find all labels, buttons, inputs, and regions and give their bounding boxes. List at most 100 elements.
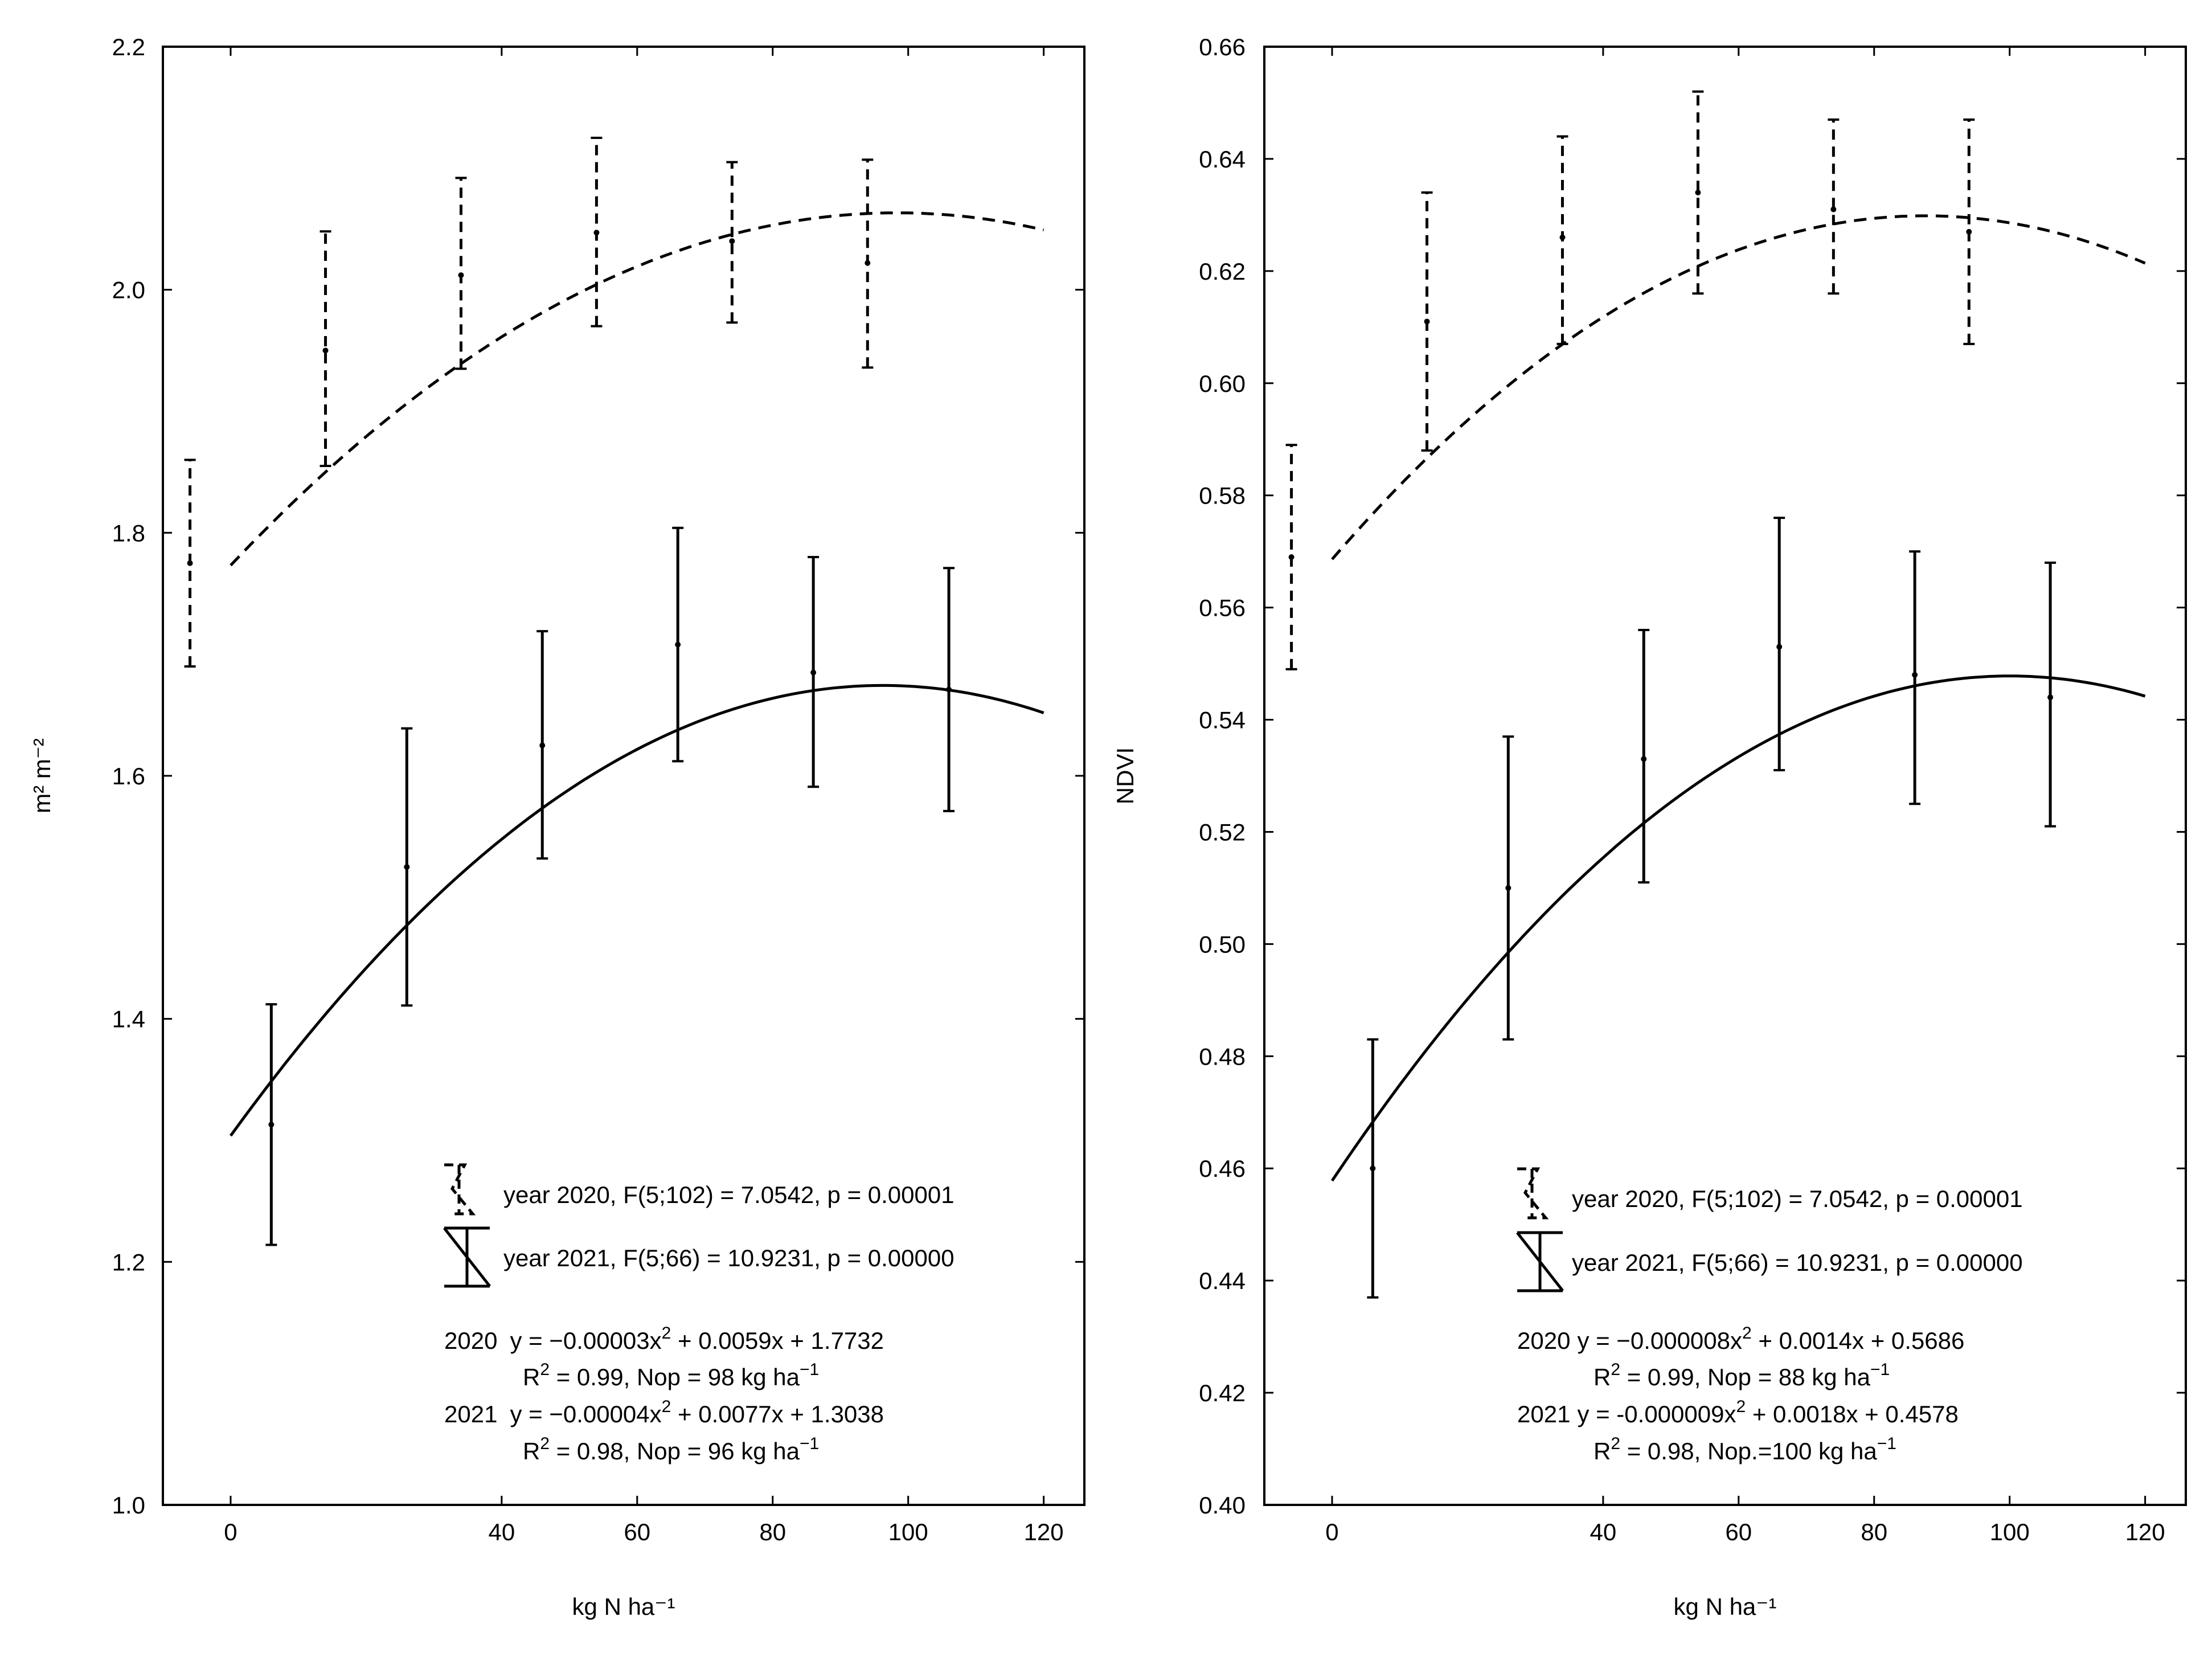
x-tick-label: 60 (1725, 1519, 1752, 1545)
equation-2021: 2021 y = -0.000009x2 + 0.0018x + 0.4578 (1517, 1397, 1959, 1427)
plot-frame (162, 46, 1085, 1506)
y-tick-label: 0.44 (1199, 1267, 1246, 1294)
mean-point (2047, 694, 2054, 701)
y-tick-label: 1.0 (112, 1492, 145, 1519)
x-tick-label: 0 (1325, 1519, 1338, 1545)
equation-year: 2021 (444, 1401, 497, 1427)
mean-point (865, 260, 871, 266)
equation-year: 2020 (444, 1327, 497, 1354)
superscript: −1 (1870, 1360, 1890, 1379)
superscript: −1 (800, 1360, 819, 1379)
mean-point (1559, 234, 1566, 240)
mean-point (729, 238, 735, 244)
mean-point (539, 742, 546, 748)
mean-point (1966, 228, 1972, 235)
y-tick-label: 0.60 (1199, 370, 1246, 397)
y-tick-label: 0.58 (1199, 482, 1246, 509)
superscript: 2 (1611, 1360, 1620, 1379)
superscript: 2 (1611, 1434, 1620, 1453)
mean-point (675, 641, 681, 648)
y-tick-label: 0.64 (1199, 146, 1246, 173)
y-tick-label: 1.8 (112, 519, 145, 546)
superscript: 2 (540, 1434, 550, 1453)
equation-2020: 2020 y = −0.00003x2 + 0.0059x + 1.7732 (444, 1324, 884, 1354)
fit-curve-year-2020 (1331, 214, 2146, 560)
mean-point (1695, 190, 1701, 195)
y-tick-label: 0.46 (1199, 1155, 1246, 1182)
superscript: −1 (1877, 1434, 1896, 1453)
mean-point (593, 230, 600, 236)
mean-point (1830, 206, 1837, 212)
superscript: 2 (1742, 1324, 1752, 1343)
r-squared-2021: R2 = 0.98, Nop.=100 kg ha−1 (1594, 1434, 1896, 1464)
equation-year: 2020 (1517, 1327, 1570, 1354)
y-tick-label: 2.2 (112, 34, 145, 60)
equation-rest: + 0.0059x + 1.7732 (671, 1327, 884, 1354)
y-tick-label: 0.56 (1199, 595, 1246, 621)
r-squared-text: = 0.98, Nop = 96 kg ha (550, 1438, 800, 1464)
y-tick-label: 2.0 (112, 277, 145, 304)
y-tick-label: 0.54 (1199, 707, 1246, 734)
superscript: 2 (662, 1397, 671, 1416)
fit-curve-year-2020 (230, 211, 1044, 567)
equation-2020: 2020 y = −0.000008x2 + 0.0014x + 0.5686 (1517, 1324, 1964, 1354)
y-axis-title: m² m⁻² (28, 738, 55, 813)
superscript: 2 (662, 1324, 671, 1343)
legend-symbol-dashed (444, 1163, 476, 1216)
equation-rest: + 0.0014x + 0.5686 (1752, 1327, 1965, 1354)
x-tick-label: 100 (1990, 1519, 2030, 1545)
plot-frame (1263, 46, 2187, 1506)
legend-symbol-solid (443, 1226, 491, 1288)
mean-point (458, 272, 464, 279)
r-symbol: R (523, 1438, 540, 1464)
mean-point (268, 1122, 275, 1128)
right-chart-panel: 0.40 0.42 0.44 0.46 0.48 0.50 0.52 0.54 0.56 0.58… (1112, 34, 2187, 1620)
superscript: −1 (800, 1434, 819, 1453)
superscript: 2 (540, 1360, 550, 1379)
equation-lhs: y = -0.000009x (1577, 1401, 1736, 1427)
legend-label-2020: year 2020, F(5;102) = 7.0542, p = 0.0000… (503, 1181, 955, 1208)
legend-label-2021: year 2021, F(5;66) = 10.9231, p = 0.0000… (503, 1245, 955, 1271)
x-tick-label: 40 (1590, 1519, 1616, 1545)
r-squared-2020: R2 = 0.99, Nop = 88 kg ha−1 (1594, 1360, 1890, 1390)
r-symbol: R (1594, 1438, 1611, 1464)
y-tick-label: 0.62 (1199, 258, 1246, 285)
equation-rest: + 0.0077x + 1.3038 (671, 1401, 884, 1427)
x-tick-label: 0 (224, 1519, 237, 1545)
x-tick-label: 60 (624, 1519, 650, 1545)
equation-lhs: y = −0.00004x (510, 1401, 661, 1427)
equation-year: 2021 (1517, 1401, 1570, 1427)
x-tick-label: 100 (888, 1519, 928, 1545)
mean-point (1641, 756, 1647, 762)
x-axis-title: kg N ha⁻¹ (572, 1593, 675, 1620)
r-squared-2020: R2 = 0.99, Nop = 98 kg ha−1 (523, 1360, 819, 1390)
y-tick-label: 0.48 (1199, 1043, 1246, 1070)
mean-point (810, 669, 817, 676)
y-tick-label: 0.42 (1199, 1380, 1246, 1406)
r-symbol: R (1594, 1364, 1611, 1390)
x-tick-label: 40 (488, 1519, 515, 1545)
fit-curve-year-2021 (1330, 674, 2146, 1182)
legend-symbol-solid (1516, 1231, 1564, 1292)
x-tick-label: 80 (759, 1519, 786, 1545)
y-tick-label: 0.66 (1199, 34, 1246, 60)
x-tick-label: 120 (2125, 1519, 2165, 1545)
mean-point (322, 347, 329, 354)
mean-point (187, 560, 193, 566)
r-squared-text: = 0.98, Nop.=100 kg ha (1620, 1438, 1877, 1464)
mean-point (1424, 318, 1430, 325)
y-tick-label: 0.50 (1199, 931, 1246, 958)
mean-point (946, 686, 952, 693)
y-tick-label: 0.40 (1199, 1492, 1246, 1519)
r-symbol: R (523, 1364, 540, 1390)
fit-curve-year-2021 (229, 684, 1044, 1137)
mean-point (404, 864, 410, 870)
x-axis-title: kg N ha⁻¹ (1674, 1593, 1777, 1620)
x-tick-label: 120 (1024, 1519, 1064, 1545)
mean-point (1776, 644, 1783, 650)
mean-point (1505, 885, 1511, 891)
left-chart-panel: 1.0 1.2 1.4 1.6 1.8 2.0 2.2 0 40 60 80 100 120 kg N h… (28, 34, 1085, 1620)
y-axis-title: NDVI (1112, 747, 1138, 804)
equation-2021: 2021 y = −0.00004x2 + 0.0077x + 1.3038 (444, 1397, 884, 1427)
equation-lhs: y = −0.000008x (1577, 1327, 1742, 1354)
